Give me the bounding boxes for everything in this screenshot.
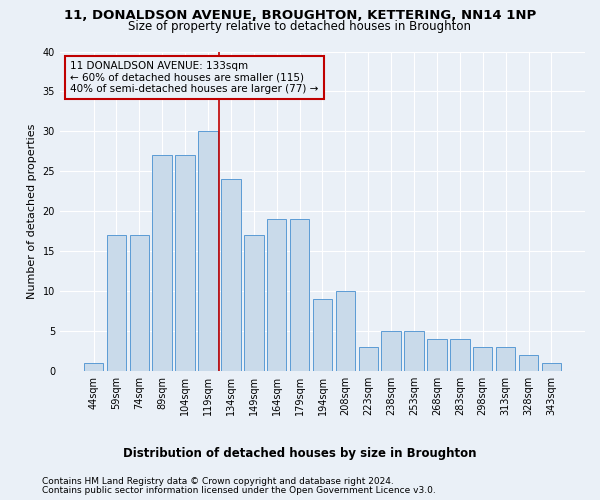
- Text: 11 DONALDSON AVENUE: 133sqm
← 60% of detached houses are smaller (115)
40% of se: 11 DONALDSON AVENUE: 133sqm ← 60% of det…: [70, 61, 319, 94]
- Bar: [519, 355, 538, 371]
- Bar: [244, 235, 263, 371]
- Bar: [335, 291, 355, 371]
- Bar: [267, 219, 286, 371]
- Bar: [404, 331, 424, 371]
- Text: Size of property relative to detached houses in Broughton: Size of property relative to detached ho…: [128, 20, 472, 33]
- Bar: [175, 156, 195, 371]
- Bar: [221, 179, 241, 371]
- Bar: [427, 339, 446, 371]
- Bar: [198, 132, 218, 371]
- Bar: [382, 331, 401, 371]
- Bar: [130, 235, 149, 371]
- Text: Contains HM Land Registry data © Crown copyright and database right 2024.: Contains HM Land Registry data © Crown c…: [42, 477, 394, 486]
- Bar: [152, 156, 172, 371]
- Bar: [450, 339, 470, 371]
- Bar: [290, 219, 309, 371]
- Bar: [359, 347, 378, 371]
- Text: Contains public sector information licensed under the Open Government Licence v3: Contains public sector information licen…: [42, 486, 436, 495]
- Bar: [473, 347, 493, 371]
- Y-axis label: Number of detached properties: Number of detached properties: [27, 124, 37, 299]
- Bar: [84, 363, 103, 371]
- Text: 11, DONALDSON AVENUE, BROUGHTON, KETTERING, NN14 1NP: 11, DONALDSON AVENUE, BROUGHTON, KETTERI…: [64, 9, 536, 22]
- Text: Distribution of detached houses by size in Broughton: Distribution of detached houses by size …: [123, 448, 477, 460]
- Bar: [313, 299, 332, 371]
- Bar: [107, 235, 126, 371]
- Bar: [496, 347, 515, 371]
- Bar: [542, 363, 561, 371]
